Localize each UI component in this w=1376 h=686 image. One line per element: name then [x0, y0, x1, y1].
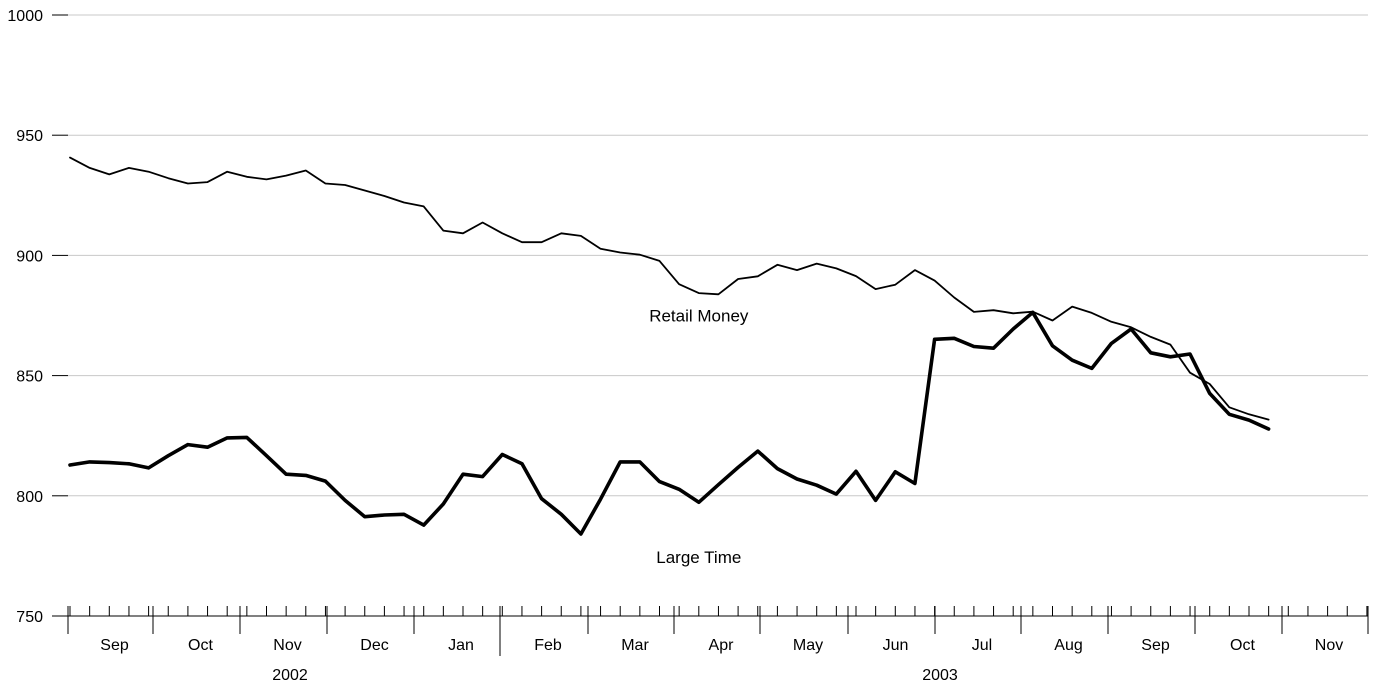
y-tick-label: 750 — [16, 609, 43, 626]
y-axis: 750 800 850 900 950 1000 — [7, 8, 68, 626]
month-label: Sep — [1141, 637, 1170, 654]
month-label: Nov — [273, 637, 301, 654]
month-label: Jan — [448, 637, 474, 654]
series-label: Retail Money — [649, 306, 749, 325]
month-label: Aug — [1054, 637, 1082, 654]
series-line-retail-money — [69, 156, 1270, 421]
year-label: 2003 — [922, 667, 958, 684]
month-label: Dec — [360, 637, 388, 654]
month-label: Jun — [883, 637, 909, 654]
month-label: Jul — [972, 637, 992, 654]
series-label: Large Time — [656, 548, 741, 567]
month-label: Oct — [188, 637, 213, 654]
y-tick-label: 950 — [16, 128, 43, 145]
month-label: Sep — [100, 637, 129, 654]
month-label: Oct — [1230, 637, 1255, 654]
month-label: Feb — [534, 637, 562, 654]
series-layer — [68, 156, 1271, 536]
y-tick-label: 1000 — [7, 8, 43, 25]
y-tick-label: 850 — [16, 369, 43, 386]
grid-layer — [68, 14, 1368, 497]
month-label: May — [793, 637, 823, 654]
year-label: 2002 — [272, 667, 308, 684]
month-label: Apr — [709, 637, 735, 654]
y-tick-label: 800 — [16, 489, 43, 506]
month-label: Nov — [1315, 637, 1343, 654]
x-axis: Sep Oct Nov Dec Jan Feb Mar Apr May Jun Jul Aug Sep O… — [67, 606, 1369, 684]
series-label-layer: Retail Money Large Time — [649, 306, 749, 567]
month-label: Mar — [621, 637, 649, 654]
y-tick-label: 900 — [16, 248, 43, 265]
series-line-large-time — [68, 310, 1271, 536]
